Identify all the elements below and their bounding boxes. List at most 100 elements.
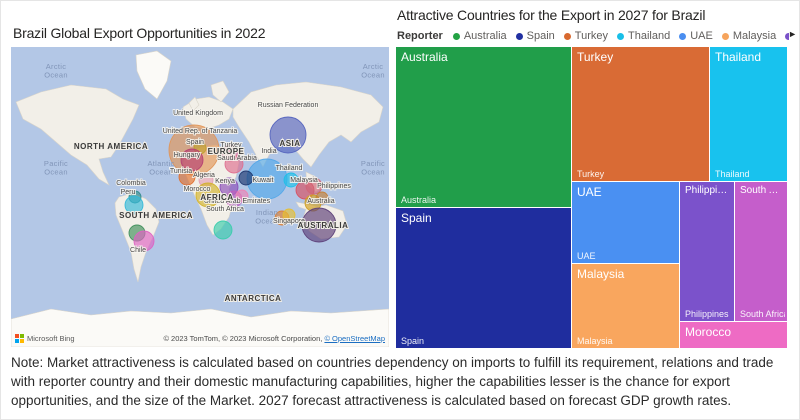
tile-sublabel: Turkey	[577, 169, 605, 179]
tile-sublabel: UAE	[577, 251, 596, 261]
treemap-tile-morocco[interactable]: Morocco	[680, 322, 787, 348]
legend-dot-icon	[785, 32, 789, 40]
ocean-label: Arctic Ocean	[361, 62, 385, 80]
tile-sublabel: Australia	[401, 195, 437, 205]
bubble-morocco[interactable]	[195, 182, 221, 208]
country-label: United Kingdom	[173, 110, 223, 117]
world-map[interactable]: Arctic Ocean Arctic Ocean Pacific Ocean Pacifi…	[11, 47, 389, 347]
legend-items: Australia Spain Turkey Thailand UAE Malaysia P…	[452, 30, 789, 42]
bubble-thailand[interactable]	[283, 172, 299, 188]
tile-label: Malaysia	[577, 267, 625, 281]
bubble-singapore-yellow[interactable]	[282, 208, 296, 222]
country-label: Chile	[130, 247, 146, 254]
legend-item-philippines[interactable]: Philippines	[785, 30, 789, 42]
region-label: NORTH AMERICA	[74, 142, 148, 151]
country-label: Morocco	[184, 186, 211, 193]
legend-label: Thailand	[628, 30, 671, 42]
country-label: Tunisia	[170, 168, 192, 175]
export-bubble-map[interactable]: Arctic Ocean Arctic Ocean Pacific Ocean Pacifi…	[11, 47, 389, 347]
landmass-antarctica	[11, 308, 389, 347]
microsoft-bing-brand[interactable]: Microsoft Bing	[15, 333, 75, 343]
region-label: AUSTRALIA	[298, 221, 349, 230]
legend-label: UAE	[690, 30, 713, 42]
country-label: Thailand	[276, 165, 303, 172]
tile-label: Philippines	[685, 185, 732, 196]
legend-dot-icon	[617, 32, 624, 40]
country-label: Philippines	[317, 183, 351, 190]
map-copyright: © 2023 TomTom, © 2023 Microsoft Corporat…	[163, 334, 385, 343]
tile-label: Spain	[401, 211, 432, 225]
region-label: EUROPE	[208, 147, 245, 156]
legend-dot-icon	[721, 32, 729, 40]
country-label: India	[261, 148, 276, 155]
map-visual-title: Brazil Global Export Opportunities in 20…	[13, 25, 266, 41]
legend-item-australia[interactable]: Australia	[452, 30, 507, 42]
bing-brand-label: Microsoft Bing	[27, 333, 75, 343]
landmass-asia	[232, 81, 384, 168]
legend-dot-icon	[679, 32, 687, 40]
bubble-kuwait-inner[interactable]	[238, 170, 254, 186]
bubble-saudi-arabia[interactable]	[224, 154, 244, 174]
legend-scroll-arrow-icon[interactable]: ►	[788, 29, 797, 39]
country-label: Colombia	[116, 180, 146, 187]
legend-dot-icon	[452, 32, 460, 40]
landmass-north-america	[15, 84, 140, 186]
treemap-tile-spain[interactable]: Spain Spain	[396, 208, 571, 348]
bubble-russian-federation[interactable]	[269, 116, 307, 154]
legend-item-malaysia[interactable]: Malaysia	[721, 30, 776, 42]
treemap-tile-uae[interactable]: UAE UAE	[572, 182, 679, 263]
microsoft-logo-icon	[15, 333, 24, 343]
country-label: South Africa	[206, 206, 244, 213]
region-label: AFRICA	[200, 193, 233, 202]
copyright-text: © 2023 TomTom, © 2023 Microsoft Corporat…	[163, 333, 325, 343]
bubble-australia-amber[interactable]	[315, 191, 329, 205]
treemap-tile-south-africa[interactable]: South Africa South Africa	[735, 182, 787, 321]
treemap-tile-philippines[interactable]: Philippines Philippines	[680, 182, 734, 321]
legend-title: Reporter	[397, 30, 443, 42]
ocean-label: Indian Ocean	[255, 208, 279, 226]
ocean-label: Arctic Ocean	[44, 62, 68, 80]
treemap-tile-australia[interactable]: Australia Australia	[396, 47, 571, 207]
country-label: Malaysia	[290, 177, 318, 184]
bubble-tunisia[interactable]	[178, 168, 196, 186]
legend-label: Spain	[526, 30, 555, 42]
legend-item-turkey[interactable]: Turkey	[563, 30, 608, 42]
ocean-label: Atlantic Ocean	[148, 159, 175, 177]
openstreetmap-link[interactable]: © OpenStreetMap	[324, 333, 385, 343]
legend-label: Turkey	[574, 30, 608, 42]
landmass-scandinavia	[210, 80, 230, 103]
bubble-united-arab-emirates-2[interactable]	[235, 189, 249, 203]
tile-sublabel: Malaysia	[577, 336, 613, 346]
legend-dot-icon	[515, 32, 523, 40]
country-label: Australia	[307, 198, 334, 205]
tile-sublabel: Spain	[401, 336, 425, 346]
country-label: Kuwait	[252, 177, 273, 184]
legend-item-uae[interactable]: UAE	[679, 30, 713, 42]
bubble-philippines[interactable]	[305, 177, 323, 195]
tile-sublabel: South Africa	[740, 309, 785, 319]
legend-item-thailand[interactable]: Thailand	[617, 30, 670, 42]
ocean-label: Pacific Ocean	[361, 159, 385, 177]
ocean-label: Pacific Ocean	[44, 159, 68, 177]
treemap-tile-malaysia[interactable]: Malaysia Malaysia	[572, 264, 679, 348]
country-label: Algeria	[193, 172, 215, 179]
treemap-legend: Reporter Australia Spain Turkey Thailand UAE…	[397, 28, 789, 44]
treemap-tile-thailand[interactable]: Thailand Thailand	[710, 47, 787, 181]
country-label: United Arab Emirates	[204, 198, 271, 205]
tile-sublabel: Thailand	[715, 169, 750, 179]
treemap-visual-title: Attractive Countries for the Export in 2…	[397, 7, 706, 23]
bubble-australia[interactable]	[301, 207, 337, 243]
treemap-tile-turkey[interactable]: Turkey Turkey	[572, 47, 709, 181]
legend-item-spain[interactable]: Spain	[515, 30, 555, 42]
bubble-south-africa[interactable]	[213, 220, 233, 240]
bubble-chile-pink[interactable]	[133, 230, 155, 252]
treemap: Australia Australia Spain Spain Turkey Turkey…	[396, 47, 787, 348]
tile-label: South Africa	[740, 185, 785, 196]
bubble-colombia[interactable]	[124, 195, 144, 215]
tile-label: Morocco	[685, 325, 732, 339]
region-label: SOUTH AMERICA	[119, 211, 193, 220]
country-label: United Rep. of Tanzania	[163, 128, 238, 135]
country-label: Singapore	[273, 218, 305, 225]
country-label: Saudi Arabia	[217, 155, 257, 162]
